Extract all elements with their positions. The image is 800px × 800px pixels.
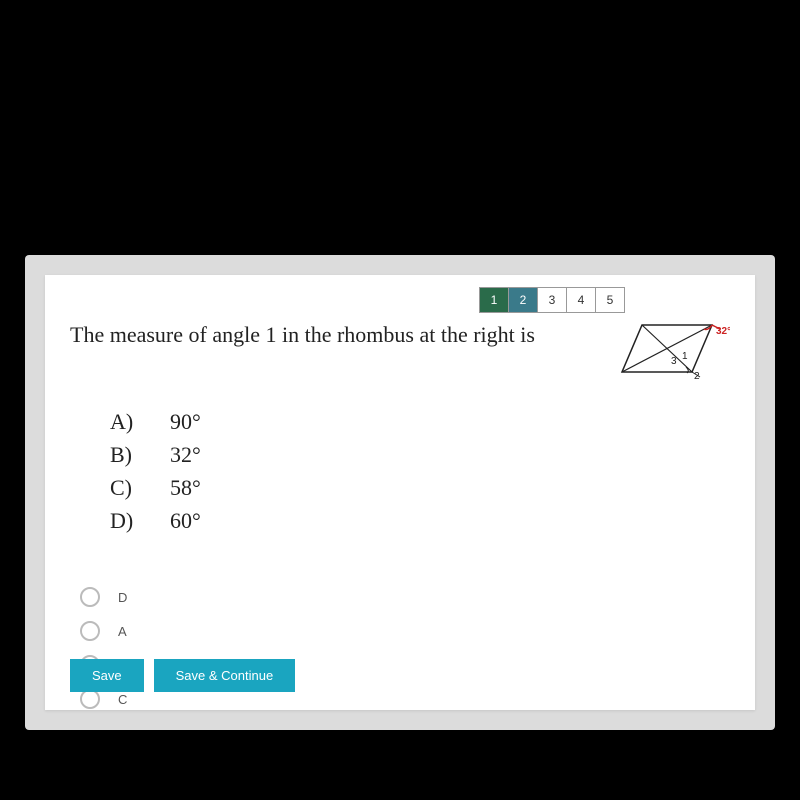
radio-option-c[interactable]: C <box>80 689 730 709</box>
question-row: The measure of angle 1 in the rhombus at… <box>70 322 730 397</box>
radio-option-d[interactable]: D <box>80 587 730 607</box>
screen-panel: 1 2 3 4 5 The measure of angle 1 in the … <box>25 255 775 730</box>
choice-c: C) 58° <box>110 471 730 504</box>
question-text: The measure of angle 1 in the rhombus at… <box>70 322 610 348</box>
radio-label: A <box>118 624 127 639</box>
choice-value: 90° <box>170 405 201 438</box>
radio-label: C <box>118 692 127 707</box>
answer-choices: A) 90° B) 32° C) 58° D) 60° <box>110 405 730 537</box>
button-row: Save Save & Continue <box>70 659 295 692</box>
question-card: 1 2 3 4 5 The measure of angle 1 in the … <box>45 275 755 710</box>
radio-option-a[interactable]: A <box>80 621 730 641</box>
choice-letter: D) <box>110 504 170 537</box>
angle-label-1: 1 <box>682 351 688 362</box>
choice-b: B) 32° <box>110 438 730 471</box>
choice-value: 58° <box>170 471 201 504</box>
rhombus-diagram: 32° 1 3 2 <box>620 317 730 397</box>
save-continue-button[interactable]: Save & Continue <box>154 659 296 692</box>
choice-d: D) 60° <box>110 504 730 537</box>
angle-label-3: 3 <box>671 356 677 367</box>
nav-tab-4[interactable]: 4 <box>567 288 596 312</box>
choice-value: 60° <box>170 504 201 537</box>
radio-icon <box>80 621 100 641</box>
choice-value: 32° <box>170 438 201 471</box>
radio-icon <box>80 689 100 709</box>
question-nav: 1 2 3 4 5 <box>479 287 625 313</box>
choice-letter: B) <box>110 438 170 471</box>
nav-tab-3[interactable]: 3 <box>538 288 567 312</box>
radio-icon <box>80 587 100 607</box>
radio-label: D <box>118 590 127 605</box>
choice-a: A) 90° <box>110 405 730 438</box>
nav-tab-1[interactable]: 1 <box>480 288 509 312</box>
diagonal-2 <box>622 325 712 372</box>
nav-tab-5[interactable]: 5 <box>596 288 624 312</box>
save-button[interactable]: Save <box>70 659 144 692</box>
choice-letter: C) <box>110 471 170 504</box>
angle-label-32: 32° <box>716 326 730 337</box>
choice-letter: A) <box>110 405 170 438</box>
nav-tab-2[interactable]: 2 <box>509 288 538 312</box>
